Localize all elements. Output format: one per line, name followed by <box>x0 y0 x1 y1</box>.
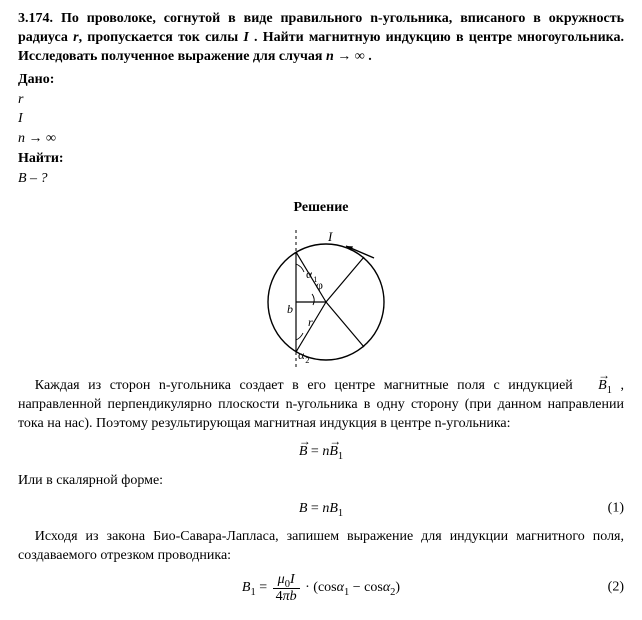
svg-text:I: I <box>327 229 333 244</box>
svg-text:b: b <box>287 302 293 316</box>
svg-text:2: 2 <box>305 356 309 365</box>
equation-2-expr: B1 = μ0I4πb · (cosα1 − cosα2) <box>242 572 400 604</box>
equation-1-number: (1) <box>608 500 624 519</box>
svg-text:α: α <box>306 267 313 281</box>
given-item-r: r <box>18 91 624 110</box>
find-label: Найти: <box>18 150 624 169</box>
paragraph-1: Каждая из сторон n-угольника создает в е… <box>18 377 624 434</box>
equation-vector: B = nB1 <box>18 440 624 466</box>
find-expr: B – ? <box>18 170 624 189</box>
given-item-n: n → ∞ <box>18 130 624 149</box>
equation-2-number: (2) <box>608 579 624 598</box>
given-label: Дано: <box>18 71 624 90</box>
svg-text:φ: φ <box>316 278 323 292</box>
svg-text:r: r <box>308 315 313 329</box>
given-block: Дано: r I n → ∞ Найти: B – ? <box>18 71 624 189</box>
paragraph-3: Исходя из закона Био-Савара-Лапласа, зап… <box>18 528 624 566</box>
svg-text:α: α <box>298 348 305 362</box>
equation-1-expr: B = nB1 <box>299 500 343 519</box>
diagram-figure: Iα1φbrα2 <box>246 222 396 367</box>
equation-vector-expr: B = nB1 <box>299 443 343 462</box>
equation-2: B1 = μ0I4πb · (cosα1 − cosα2) (2) <box>18 572 624 604</box>
problem-number: 3.174. <box>18 11 53 26</box>
problem-text: По проволоке, согнутой в виде правильног… <box>18 11 624 64</box>
solution-title: Решение <box>18 199 624 218</box>
given-item-i: I <box>18 110 624 129</box>
paragraph-2: Или в скалярной форме: <box>18 472 624 491</box>
problem-statement: 3.174. По проволоке, согнутой в виде пра… <box>18 10 624 67</box>
equation-1: B = nB1 (1) <box>18 496 624 522</box>
